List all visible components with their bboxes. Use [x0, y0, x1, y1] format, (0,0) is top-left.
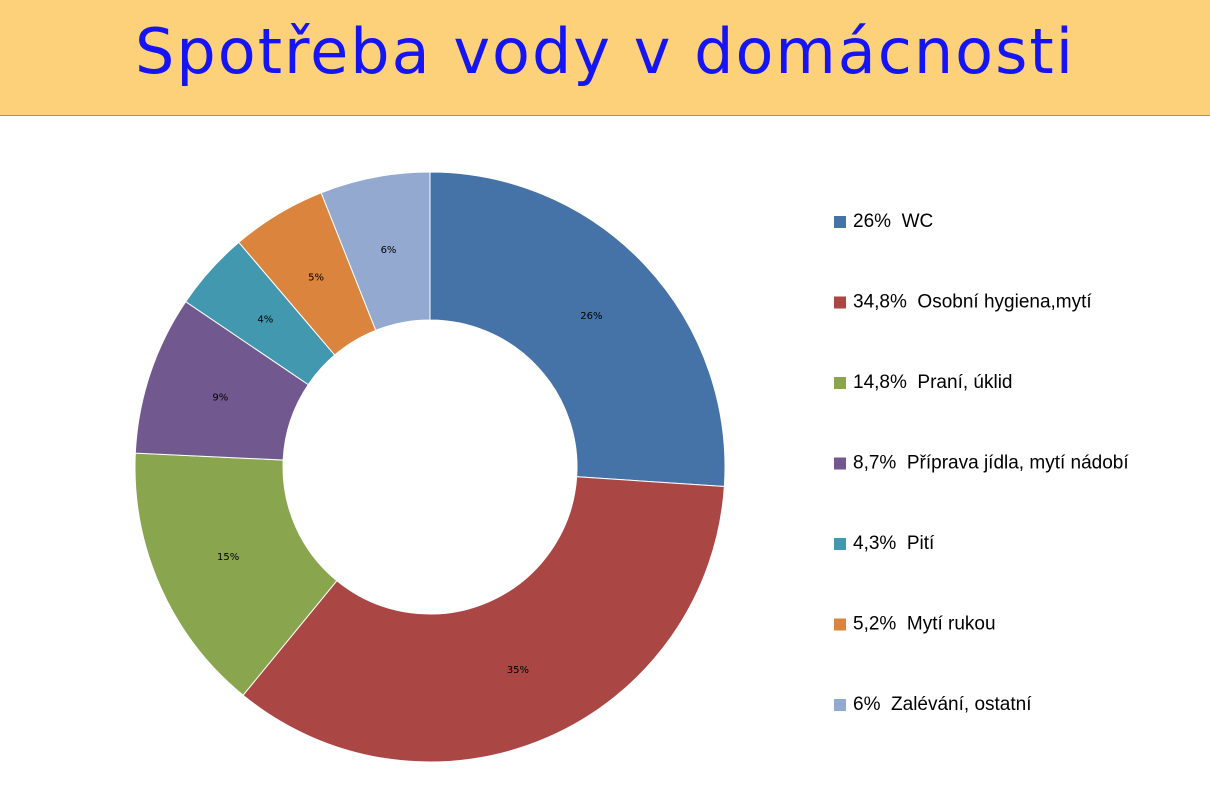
legend-label: 26% WC [853, 211, 933, 232]
donut-slice [242, 476, 725, 763]
donut-slice [320, 171, 431, 332]
legend-swatch [834, 216, 846, 228]
legend-label: 8,7% Příprava jídla, mytí nádobí [853, 453, 1129, 474]
data-label: 15% [217, 552, 239, 563]
legend-swatch [834, 699, 846, 711]
donut-slice [134, 452, 338, 696]
header-band [0, 0, 1210, 115]
chart-title: Spotřeba vody v domácnosti [135, 15, 1075, 88]
data-label: 5% [308, 273, 324, 284]
data-label: 9% [212, 392, 228, 403]
legend-label: 6% Zalévání, ostatní [853, 694, 1032, 715]
legend-swatch [834, 538, 846, 550]
data-label: 26% [580, 311, 602, 322]
data-label: 6% [381, 245, 397, 256]
legend-label: 5,2% Mytí rukou [853, 614, 996, 635]
legend-label: 14,8% Praní, úklid [853, 372, 1012, 393]
data-label: 35% [507, 665, 529, 676]
legend-swatch [834, 377, 846, 389]
legend-swatch [834, 457, 846, 470]
legend-label: 34,8% Osobní hygiena,mytí [853, 292, 1092, 313]
legend-swatch [834, 618, 846, 631]
legend-label: 4,3% Pití [853, 533, 935, 554]
data-label: 4% [257, 315, 273, 326]
donut-slice [429, 171, 726, 488]
legend-swatch [834, 296, 846, 309]
